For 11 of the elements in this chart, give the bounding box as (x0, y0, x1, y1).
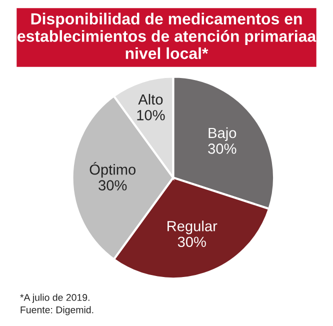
slice-label: Bajo (208, 127, 236, 142)
slice-label: Óptimo (90, 162, 136, 178)
data-label: 10% (137, 110, 165, 120)
data-label: 30% (208, 144, 236, 154)
text: *A julio de 2019. (20, 294, 90, 303)
data-label: 30% (178, 236, 206, 248)
slice-label: Alto (138, 94, 163, 105)
chart-title: Disponibilidad de medicamentos en establecimientos de atención primariaa nivel local* (18, 12, 316, 60)
source-note: Fuente: Digemid. (20, 306, 94, 316)
data-label: 30% (98, 180, 127, 190)
slice-label: Regular (168, 220, 218, 234)
